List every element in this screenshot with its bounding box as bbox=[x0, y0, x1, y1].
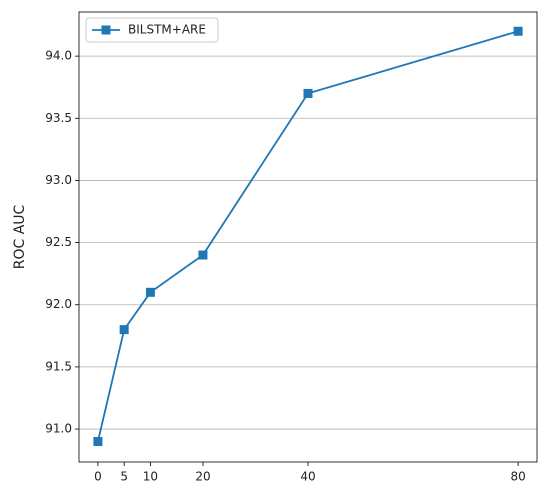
x-tick-label: 40 bbox=[300, 470, 315, 484]
marker bbox=[119, 325, 129, 335]
y-tick-label: 91.5 bbox=[45, 359, 72, 373]
legend-box bbox=[85, 17, 219, 43]
plot-frame bbox=[78, 11, 538, 463]
y-axis-label: ROC AUC bbox=[12, 204, 28, 269]
y-tick-label: 91.0 bbox=[45, 422, 72, 436]
marker bbox=[145, 287, 155, 297]
legend-label: BILSTM+ARE bbox=[128, 23, 206, 37]
marker bbox=[93, 436, 103, 446]
marker bbox=[303, 88, 313, 98]
y-tick-label: 94.0 bbox=[45, 49, 72, 63]
x-tick-label: 10 bbox=[143, 470, 158, 484]
x-tick-label: 0 bbox=[94, 470, 102, 484]
y-tick-label: 92.5 bbox=[45, 235, 72, 249]
marker bbox=[198, 250, 208, 260]
x-tick-label: 5 bbox=[120, 470, 128, 484]
legend-marker bbox=[101, 25, 111, 35]
marker bbox=[513, 26, 523, 36]
y-tick-label: 93.5 bbox=[45, 111, 72, 125]
y-tick-label: 92.0 bbox=[45, 297, 72, 311]
legend: BILSTM+ARE bbox=[85, 17, 219, 43]
series-line bbox=[97, 30, 519, 442]
y-tick-label: 93.0 bbox=[45, 173, 72, 187]
x-tick-label: 20 bbox=[195, 470, 210, 484]
x-tick-label: 80 bbox=[510, 470, 525, 484]
